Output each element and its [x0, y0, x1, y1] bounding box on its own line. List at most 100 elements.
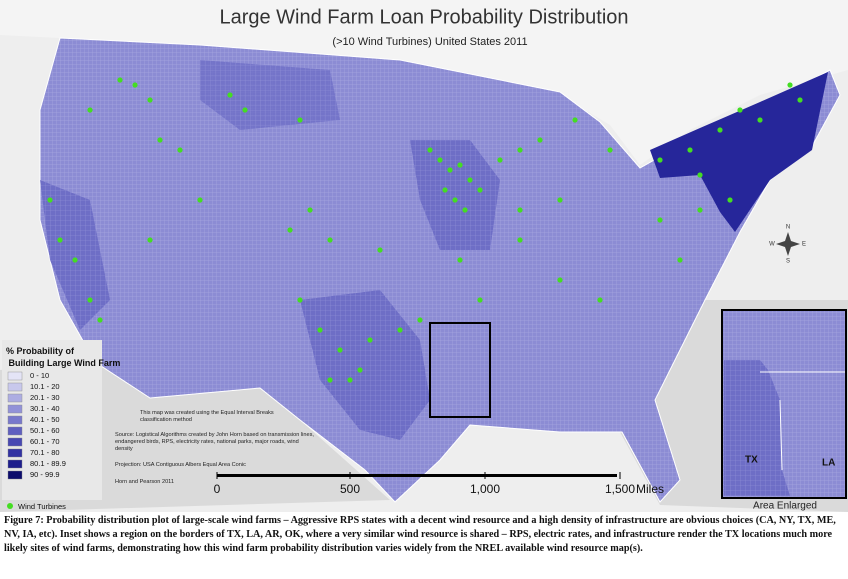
note: Projection: USA Contiguous Albers Equal … [115, 462, 246, 468]
turbine-dot [557, 197, 563, 203]
legend-label: 90 - 99.9 [30, 470, 60, 479]
turbine-dot [132, 82, 138, 88]
turbine-dot [437, 157, 443, 163]
turbine-dot [467, 177, 473, 183]
turbine-dot [517, 147, 523, 153]
california-region [40, 180, 110, 330]
note: Horn and Pearson 2011 [115, 479, 174, 485]
legend-label: 80.1 - 89.9 [30, 459, 66, 468]
turbine-dot [327, 237, 333, 243]
turbine-dot [737, 107, 743, 113]
turbine-dot [347, 377, 353, 383]
turbine-dot [462, 207, 468, 213]
scale-label: 500 [340, 482, 360, 496]
legend-label: 0 - 10 [30, 371, 49, 380]
figure-caption: Figure 7: Probability distribution plot … [4, 515, 836, 554]
turbine-dot [87, 297, 93, 303]
compass-n: N [786, 225, 790, 231]
northeast-region [650, 72, 828, 232]
turbine-dot [377, 247, 383, 253]
legend-label: 50.1 - 60 [30, 426, 60, 435]
inset-tx: TX [745, 455, 758, 466]
legend-turbine-label: Wind Turbines [18, 502, 66, 511]
turbine-dot [177, 147, 183, 153]
turbine-dot [717, 127, 723, 133]
turbine-dot [442, 187, 448, 193]
inset-outline [429, 322, 491, 418]
turbine-dot [367, 337, 373, 343]
legend-swatch [7, 382, 23, 392]
note-text: Source: Logistical Algorithms created by… [115, 432, 314, 452]
turbine-dot [197, 197, 203, 203]
turbine-dot [307, 207, 313, 213]
compass-s: S [786, 259, 790, 265]
turbine-dot [797, 97, 803, 103]
turbine-dot [517, 237, 523, 243]
turbine-dot [417, 317, 423, 323]
turbine-dot [657, 157, 663, 163]
map: Large Wind Farm Loan Probability Distrib… [0, 0, 848, 512]
turbine-dot [677, 257, 683, 263]
scale-label: 0 [214, 482, 221, 496]
legend-label: 60.1 - 70 [30, 437, 60, 446]
turbine-dot [287, 227, 293, 233]
legend-swatch [7, 393, 23, 403]
turbine-dot [427, 147, 433, 153]
legend-swatch [7, 415, 23, 425]
inset: TX LA Area Enlarged [721, 309, 847, 512]
turbine-dot [687, 147, 693, 153]
legend-swatch [7, 437, 23, 447]
turbine-dot [607, 147, 613, 153]
turbine-dot [72, 257, 78, 263]
turbine-dot [47, 197, 53, 203]
turbine-dot [727, 197, 733, 203]
legend-label: 40.1 - 50 [30, 415, 60, 424]
us-land [39, 37, 841, 503]
turbine-dot [477, 187, 483, 193]
turbine-dot [557, 277, 563, 283]
legend-turbine [7, 503, 13, 509]
turbine-dot [397, 327, 403, 333]
note-text: Projection: USA Contiguous Albers Equal … [115, 462, 246, 468]
turbine-dot [477, 297, 483, 303]
scale-label: 1,500 [605, 482, 635, 496]
inset-texas [724, 360, 790, 496]
turbine-dot [757, 117, 763, 123]
turbine-dot [297, 297, 303, 303]
scale-unit: Miles [636, 482, 664, 496]
turbine-dot [87, 107, 93, 113]
legend-label: 30.1 - 40 [30, 404, 60, 413]
scale-bar: 0 500 1,000 1,500 Miles [214, 472, 664, 496]
turbine-dot [97, 317, 103, 323]
legend-swatch [7, 371, 23, 381]
legend-swatch [7, 470, 23, 480]
turbine-dot [537, 137, 543, 143]
turbine-dot [457, 257, 463, 263]
turbine-dot [227, 92, 233, 98]
turbine-dot [452, 197, 458, 203]
turbine-dot [572, 117, 578, 123]
legend-swatch [7, 426, 23, 436]
texas-region [300, 290, 430, 440]
scale-label: 1,000 [470, 482, 500, 496]
turbine-dot [697, 207, 703, 213]
legend: % Probability of Building Large Wind Far… [2, 340, 120, 511]
turbine-dot [317, 327, 323, 333]
note: This map was created using the Equal Int… [140, 410, 274, 423]
turbine-dot [497, 157, 503, 163]
turbine-dot [147, 237, 153, 243]
turbine-dot [327, 377, 333, 383]
turbine-dot [657, 217, 663, 223]
legend-label: 70.1 - 80 [30, 448, 60, 457]
title: Large Wind Farm Loan Probability Distrib… [219, 6, 628, 28]
compass: N S E W [769, 225, 806, 265]
legend-swatch [7, 448, 23, 458]
northwest-region [200, 60, 340, 130]
turbine-dot [517, 207, 523, 213]
note-text: This map was created using the Equal Int… [140, 410, 274, 423]
inset-la: LA [822, 458, 835, 469]
inset-caption: Area Enlarged [753, 501, 817, 512]
note: Source: Logistical Algorithms created by… [115, 432, 314, 452]
legend-label: 20.1 - 30 [30, 393, 60, 402]
